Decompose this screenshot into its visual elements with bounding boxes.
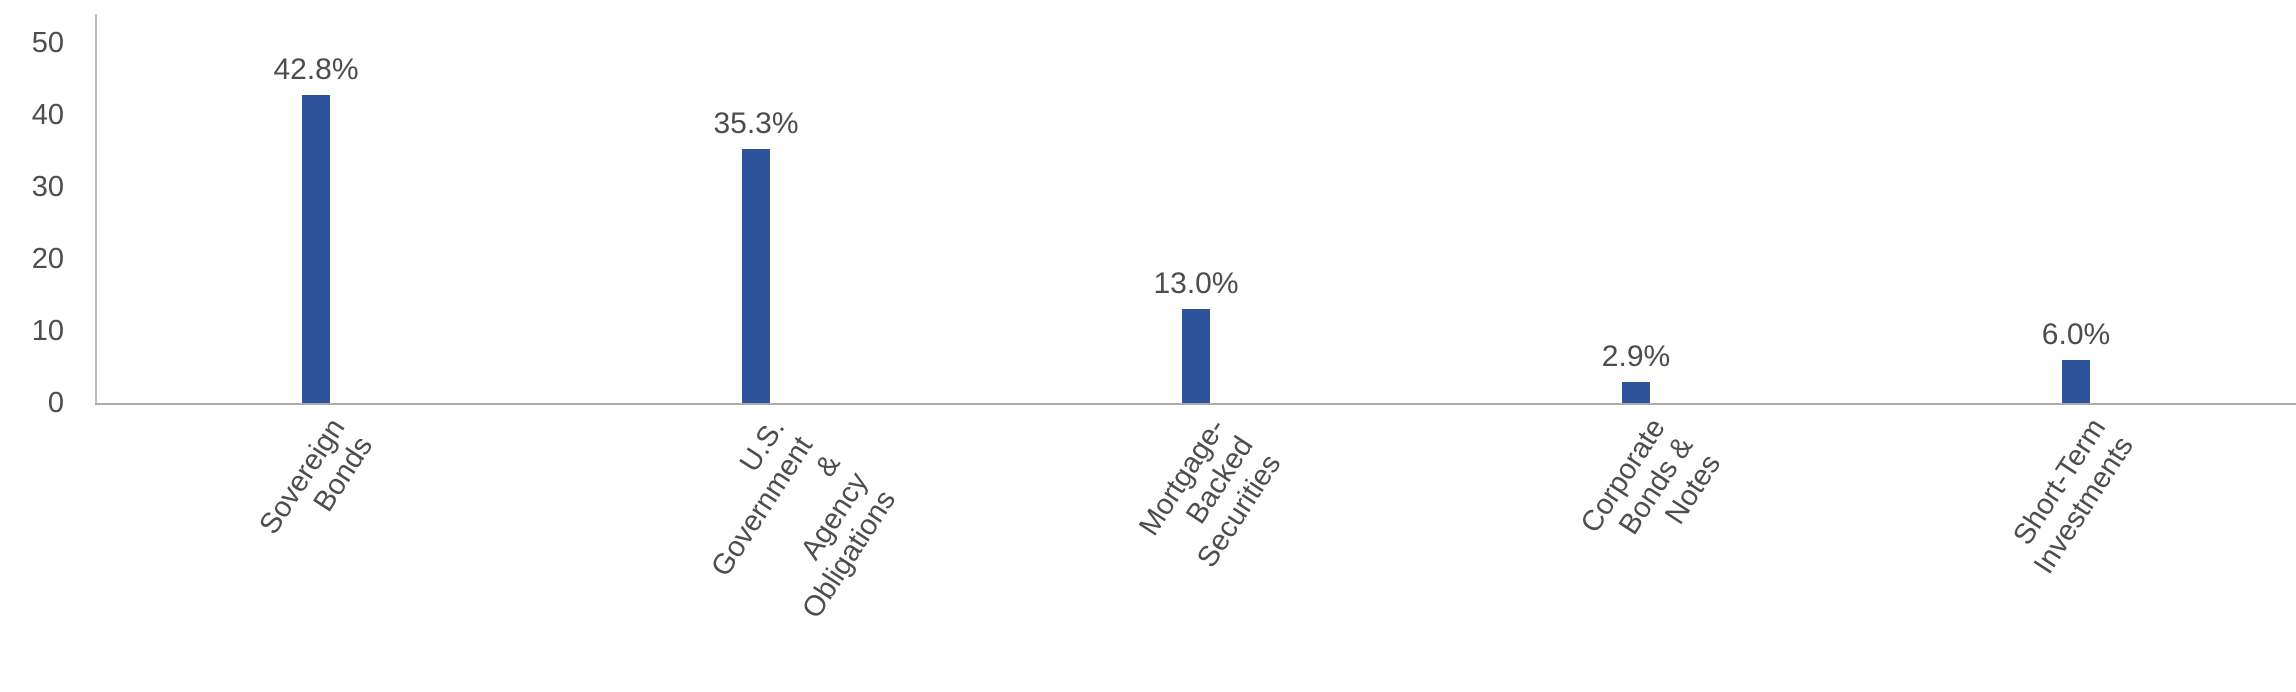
- category-label-5: Short-Term Investments: [2006, 413, 2140, 580]
- x-axis-line: [95, 403, 2296, 405]
- category-label-4: Corporate Bonds & Notes: [1574, 413, 1728, 541]
- category-label-1: Sovereign Bonds: [253, 413, 380, 540]
- category-label-3: Mortgage-Backed Securities: [1133, 413, 1288, 574]
- bar-5: [2062, 360, 2090, 403]
- y-axis-line: [95, 14, 97, 405]
- y-tick-label-40: 40: [31, 99, 64, 131]
- y-tick-label-20: 20: [31, 243, 64, 275]
- value-label-3: 13.0%: [1153, 267, 1239, 300]
- y-tick-label-0: 0: [47, 387, 64, 419]
- value-label-2: 35.3%: [713, 107, 799, 140]
- y-tick-label-30: 30: [31, 171, 64, 203]
- category-label-2: U.S. Government & Agency Obligations: [705, 413, 903, 625]
- value-label-4: 2.9%: [1601, 340, 1671, 373]
- y-tick-label-50: 50: [31, 27, 64, 59]
- bar-1: [302, 95, 330, 403]
- value-label-1: 42.8%: [273, 53, 359, 86]
- y-tick-label-10: 10: [31, 315, 64, 347]
- value-label-5: 6.0%: [2041, 318, 2111, 351]
- bar-4: [1622, 382, 1650, 403]
- bar-3: [1182, 309, 1210, 403]
- bar-2: [742, 149, 770, 403]
